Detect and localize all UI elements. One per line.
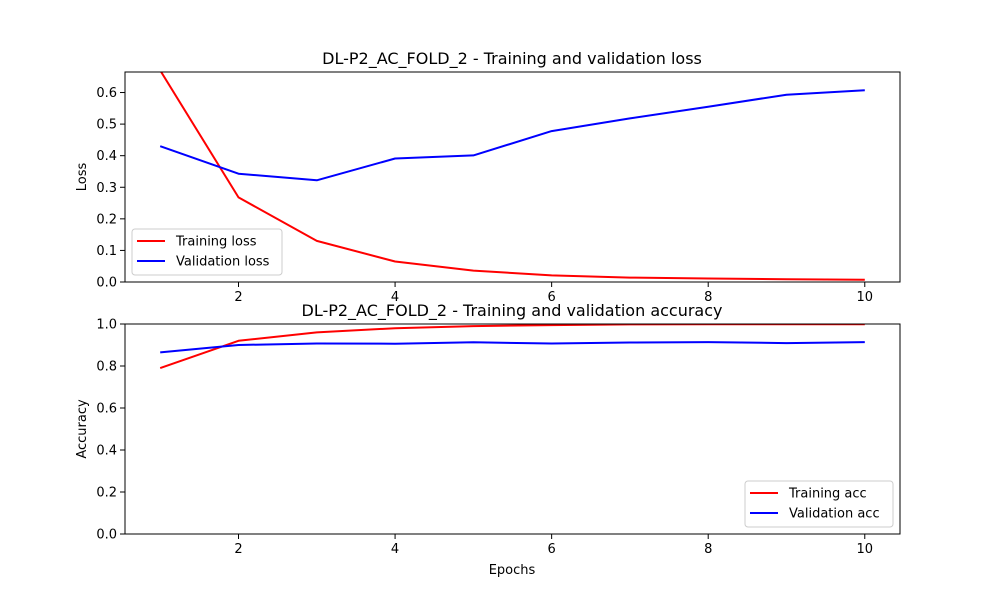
accuracy-series-line-1 xyxy=(160,341,865,354)
loss-y-tick-label: 0.0 xyxy=(96,276,117,291)
accuracy-x-tick-label: 2 xyxy=(234,542,242,557)
loss-x-tick-label: 2 xyxy=(234,290,242,305)
accuracy-x-tick-label: 6 xyxy=(548,542,556,557)
accuracy-y-tick-label: 0.8 xyxy=(96,360,117,375)
loss-plot-frame xyxy=(124,71,901,283)
accuracy-x-tick-label: 10 xyxy=(856,542,873,557)
loss-y-tick-label: 0.4 xyxy=(96,149,117,164)
loss-x-tick-label: 6 xyxy=(548,290,556,305)
accuracy-legend-box xyxy=(744,480,894,528)
loss-legend: Training loss Validation loss xyxy=(131,228,283,276)
accuracy-y-tick-label: 0.4 xyxy=(96,444,117,459)
accuracy-y-tick-label: 0.0 xyxy=(96,528,117,543)
accuracy-legend: Training acc Validation acc xyxy=(744,480,894,528)
loss-series-line-1 xyxy=(159,89,865,182)
loss-x-tick-label: 10 xyxy=(856,290,873,305)
accuracy-chart-title: DL-P2_AC_FOLD_2 - Training and validatio… xyxy=(302,301,723,321)
loss-legend-label-1: Validation loss xyxy=(176,255,270,270)
loss-x-tick-label: 4 xyxy=(391,290,399,305)
loss-y-tick-label: 0.6 xyxy=(96,86,117,101)
loss-legend-label-0: Training loss xyxy=(175,235,257,250)
loss-x-tick-label: 8 xyxy=(704,290,712,305)
accuracy-y-tick-label: 0.2 xyxy=(96,486,117,501)
accuracy-legend-label-1: Validation acc xyxy=(789,507,880,522)
loss-y-tick-label: 0.2 xyxy=(96,212,117,227)
accuracy-legend-label-0: Training acc xyxy=(788,487,867,502)
accuracy-chart-ticks: 2 4 6 8 10 0.0 0.2 0.4 0.6 0.8 1.0 xyxy=(96,318,873,558)
loss-chart-ticks: 2 4 6 8 10 0.0 0.1 0.2 0.3 0.4 0.5 0.6 xyxy=(96,86,873,305)
accuracy-chart: 2 4 6 8 10 0.0 0.2 0.4 0.6 0.8 1.0 DL-P2_AC_FOLD_2… xyxy=(75,301,901,578)
loss-y-axis-label: Loss xyxy=(75,163,90,192)
accuracy-y-tick-label: 0.6 xyxy=(96,402,117,417)
accuracy-y-tick-label: 1.0 xyxy=(96,318,117,333)
accuracy-plot-frame xyxy=(124,323,901,535)
loss-chart-title: DL-P2_AC_FOLD_2 - Training and validatio… xyxy=(322,49,702,69)
accuracy-y-axis-label: Accuracy xyxy=(75,399,90,459)
loss-chart: 2 4 6 8 10 0.0 0.1 0.2 0.3 0.4 0.5 0.6 DL-P2_AC_FOL… xyxy=(75,49,901,305)
loss-y-tick-label: 0.5 xyxy=(96,118,117,133)
loss-y-tick-label: 0.1 xyxy=(96,244,117,259)
loss-legend-box xyxy=(131,228,283,276)
accuracy-x-tick-label: 8 xyxy=(704,542,712,557)
accuracy-x-tick-label: 4 xyxy=(391,542,399,557)
accuracy-x-axis-label: Epochs xyxy=(489,563,536,578)
loss-y-tick-label: 0.3 xyxy=(96,181,117,196)
loss-series-line-0 xyxy=(160,72,865,281)
loss-chart-marks xyxy=(159,72,865,281)
